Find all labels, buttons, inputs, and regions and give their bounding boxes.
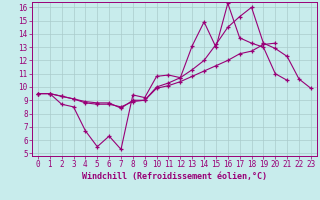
X-axis label: Windchill (Refroidissement éolien,°C): Windchill (Refroidissement éolien,°C) bbox=[82, 172, 267, 181]
